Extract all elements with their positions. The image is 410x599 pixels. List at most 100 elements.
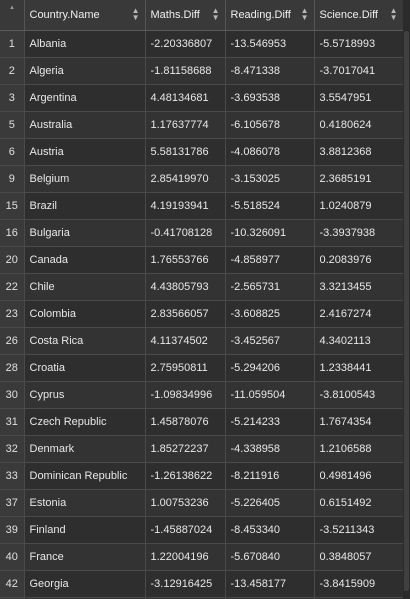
maths-diff-cell: 2.85419970 — [145, 165, 226, 193]
row-index-cell: 33 — [0, 462, 25, 490]
row-index-cell: 40 — [0, 543, 25, 571]
row-index-cell: 1 — [0, 30, 25, 58]
table-row: 32 Denmark 1.85272237 -4.338958 1.2106588 — [0, 435, 404, 463]
table-row: 28 Croatia 2.75950811 -5.294206 1.2338441 — [0, 354, 404, 382]
maths-diff-cell: 1.17637774 — [145, 111, 226, 139]
science-diff-cell: -5.5718993 — [314, 30, 404, 58]
science-diff-cell: -3.5211343 — [314, 516, 404, 544]
science-diff-cell: 0.2083976 — [314, 246, 404, 274]
reading-diff-cell: -8.471338 — [225, 57, 315, 85]
row-index-cell: 42 — [0, 570, 25, 598]
row-index-cell: 22 — [0, 273, 25, 301]
row-index-cell: 6 — [0, 138, 25, 166]
country-name-cell: Costa Rica — [24, 327, 146, 355]
maths-diff-cell: 1.22004196 — [145, 543, 226, 571]
science-diff-cell: 0.3848057 — [314, 543, 404, 571]
country-name-cell: Belgium — [24, 165, 146, 193]
column-header-reading-diff[interactable]: Reading.Diff ▲ ▼ — [225, 0, 315, 31]
table-row: 40 France 1.22004196 -5.670840 0.3848057 — [0, 543, 404, 571]
table-row — [0, 597, 404, 599]
scrollbar-thumb[interactable] — [404, 31, 409, 591]
country-name-cell: Cyprus — [24, 381, 146, 409]
row-index-cell: 3 — [0, 84, 25, 112]
table-row: 33 Dominican Republic -1.26138622 -8.211916… — [0, 462, 404, 490]
row-index-cell: 15 — [0, 192, 25, 220]
reading-diff-cell: -5.214233 — [225, 408, 315, 436]
table-row: 3 Argentina 4.48134681 -3.693538 3.5547951 — [0, 84, 404, 112]
science-diff-cell: 1.2106588 — [314, 435, 404, 463]
reading-diff-cell: -8.211916 — [225, 462, 315, 490]
maths-diff-cell: -3.12916425 — [145, 570, 226, 598]
maths-diff-cell: 1.45878076 — [145, 408, 226, 436]
row-index-cell: 5 — [0, 111, 25, 139]
science-diff-cell: 0.4981496 — [314, 462, 404, 490]
table-row: 26 Costa Rica 4.11374502 -3.452567 4.3402113 — [0, 327, 404, 355]
sort-arrows-icon: ▲ ▼ — [131, 6, 140, 22]
row-index-cell: 32 — [0, 435, 25, 463]
table-row: 22 Chile 4.43805793 -2.565731 3.3213455 — [0, 273, 404, 301]
reading-diff-cell: -5.518524 — [225, 192, 315, 220]
vertical-scrollbar[interactable] — [403, 0, 410, 599]
table-row: 16 Bulgaria -0.41708128 -10.326091 -3.393793… — [0, 219, 404, 247]
science-diff-cell: 1.7674354 — [314, 408, 404, 436]
country-name-cell: Brazil — [24, 192, 146, 220]
table-row: 37 Estonia 1.00753236 -5.226405 0.6151492 — [0, 489, 404, 517]
reading-diff-cell: -11.059504 — [225, 381, 315, 409]
country-name-cell: Estonia — [24, 489, 146, 517]
science-diff-cell: 1.0240879 — [314, 192, 404, 220]
column-header-maths-diff[interactable]: Maths.Diff ▲ ▼ — [145, 0, 226, 31]
country-name-cell: Colombia — [24, 300, 146, 328]
reading-diff-cell: -4.338958 — [225, 435, 315, 463]
row-index-cell: 39 — [0, 516, 25, 544]
row-index-header[interactable]: ▲ — [0, 0, 25, 31]
column-header-country-name[interactable]: Country.Name ▲ ▼ — [24, 0, 146, 31]
science-diff-cell: 0.6151492 — [314, 489, 404, 517]
country-name-cell: Denmark — [24, 435, 146, 463]
maths-diff-cell: -2.20336807 — [145, 30, 226, 58]
table-row: 39 Finland -1.45887024 -8.453340 -3.5211343 — [0, 516, 404, 544]
science-diff-cell: 4.3402113 — [314, 327, 404, 355]
maths-diff-cell: -1.26138622 — [145, 462, 226, 490]
row-index-cell: 23 — [0, 300, 25, 328]
row-index-cell: 37 — [0, 489, 25, 517]
reading-diff-cell: -3.452567 — [225, 327, 315, 355]
science-diff-cell: 0.4180624 — [314, 111, 404, 139]
table-row: 6 Austria 5.58131786 -4.086078 3.8812368 — [0, 138, 404, 166]
maths-diff-cell: 1.85272237 — [145, 435, 226, 463]
table-row: 15 Brazil 4.19193941 -5.518524 1.0240879 — [0, 192, 404, 220]
country-name-cell: Canada — [24, 246, 146, 274]
row-index-cell: 28 — [0, 354, 25, 382]
country-name-cell: Czech Republic — [24, 408, 146, 436]
country-name-cell: Georgia — [24, 570, 146, 598]
reading-diff-cell: -8.453340 — [225, 516, 315, 544]
table-row: 9 Belgium 2.85419970 -3.153025 2.3685191 — [0, 165, 404, 193]
science-diff-cell: 2.3685191 — [314, 165, 404, 193]
row-index-cell: 9 — [0, 165, 25, 193]
country-name-cell: Algeria — [24, 57, 146, 85]
reading-diff-cell: -4.086078 — [225, 138, 315, 166]
science-diff-cell: 2.4167274 — [314, 300, 404, 328]
sort-arrows-icon: ▲ ▼ — [300, 6, 309, 22]
maths-diff-cell: -1.09834996 — [145, 381, 226, 409]
maths-diff-cell: 1.76553766 — [145, 246, 226, 274]
science-diff-cell: 3.3213455 — [314, 273, 404, 301]
country-name-cell: Argentina — [24, 84, 146, 112]
table-row: 2 Algeria -1.81158688 -8.471338 -3.7017041 — [0, 57, 404, 85]
table-row: 31 Czech Republic 1.45878076 -5.214233 1.767… — [0, 408, 404, 436]
science-diff-cell: 3.8812368 — [314, 138, 404, 166]
country-name-cell — [24, 597, 146, 599]
science-diff-cell: -3.8415909 — [314, 570, 404, 598]
reading-diff-cell: -13.458177 — [225, 570, 315, 598]
reading-diff-cell: -3.693538 — [225, 84, 315, 112]
maths-diff-cell: 2.83566057 — [145, 300, 226, 328]
row-index-cell: 30 — [0, 381, 25, 409]
column-header-label: Reading.Diff — [230, 9, 291, 21]
science-diff-cell: 1.2338441 — [314, 354, 404, 382]
column-header-label: Country.Name — [29, 9, 100, 21]
column-header-label: Maths.Diff — [150, 9, 200, 21]
country-name-cell: Bulgaria — [24, 219, 146, 247]
row-index-cell: 26 — [0, 327, 25, 355]
maths-diff-cell: 4.43805793 — [145, 273, 226, 301]
column-header-science-diff[interactable]: Science.Diff ▲ ▼ — [314, 0, 404, 31]
row-index-cell: 20 — [0, 246, 25, 274]
